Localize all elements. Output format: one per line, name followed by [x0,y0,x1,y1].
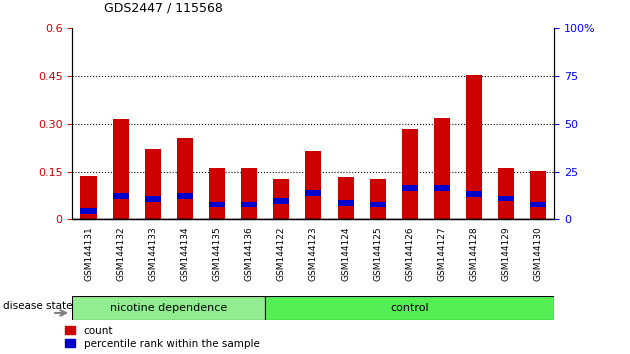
Bar [498,168,514,219]
Text: GSM144136: GSM144136 [244,227,254,281]
Bar [241,168,257,219]
Text: GSM144124: GSM144124 [341,227,350,281]
Bar [530,202,546,207]
Text: GSM144129: GSM144129 [501,227,511,281]
Bar [434,118,450,219]
Bar [81,208,96,214]
Bar [145,149,161,219]
Bar [402,185,418,191]
Text: GSM144123: GSM144123 [309,227,318,281]
Text: GSM144128: GSM144128 [469,227,479,281]
Bar [338,200,353,206]
Bar [370,179,386,219]
Legend: count, percentile rank within the sample: count, percentile rank within the sample [65,326,260,349]
Bar [338,177,353,219]
Bar [241,202,257,207]
Bar [498,195,514,201]
Text: GSM144131: GSM144131 [84,227,93,281]
Bar [145,196,161,202]
Text: GSM144127: GSM144127 [437,227,447,281]
FancyBboxPatch shape [265,296,554,320]
Bar [113,119,129,219]
Bar [530,171,546,219]
Bar [177,193,193,199]
FancyBboxPatch shape [72,296,265,320]
Text: nicotine dependence: nicotine dependence [110,303,227,313]
Text: disease state: disease state [3,301,72,310]
Bar [434,185,450,191]
Text: control: control [391,303,429,313]
Bar [273,198,289,204]
Bar [81,176,96,219]
Text: GSM144126: GSM144126 [405,227,415,281]
Bar [402,129,418,219]
Text: GSM144134: GSM144134 [180,227,190,281]
Text: GSM144133: GSM144133 [148,227,158,281]
Bar [209,168,225,219]
Bar [273,179,289,219]
Text: GSM144122: GSM144122 [277,227,286,281]
Bar [113,193,129,199]
Bar [306,190,321,195]
Text: GSM144125: GSM144125 [373,227,382,281]
Bar [466,74,482,219]
Text: GDS2447 / 115568: GDS2447 / 115568 [104,1,223,14]
Text: GSM144135: GSM144135 [212,227,222,281]
Text: GSM144132: GSM144132 [116,227,125,281]
Text: GSM144130: GSM144130 [534,227,543,281]
Bar [209,202,225,207]
Bar [177,138,193,219]
Bar [370,202,386,207]
Bar [466,191,482,196]
Bar [306,151,321,219]
